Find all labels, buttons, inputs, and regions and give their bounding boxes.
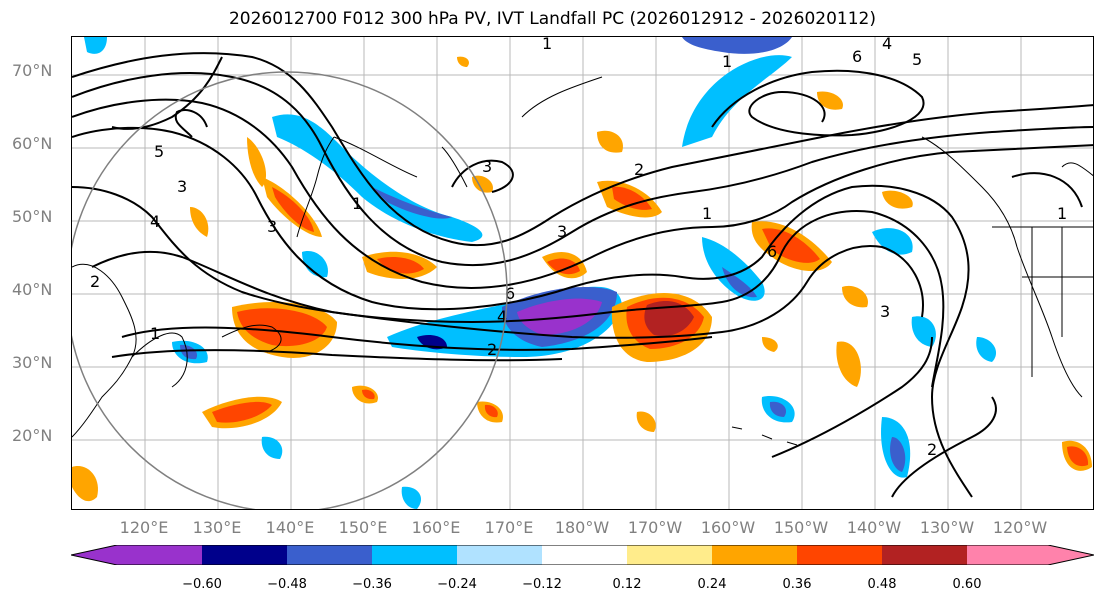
contour-label: 3 xyxy=(880,302,890,321)
contour-label: 1 xyxy=(542,37,552,53)
colorbar-tick: −0.24 xyxy=(437,577,477,592)
colorbar-tick: 0.60 xyxy=(952,577,982,592)
colorbar-segment xyxy=(457,545,542,565)
contour-label: 5 xyxy=(154,142,164,161)
lon-label-130w: 130°W xyxy=(919,518,975,537)
colorbar-tick: 0.12 xyxy=(612,577,642,592)
lon-label-150w: 150°W xyxy=(773,518,829,537)
colorbar-tick: 0.48 xyxy=(867,577,897,592)
colorbar-segment xyxy=(117,545,202,565)
colorbar-segment xyxy=(882,545,967,565)
lat-label-70n: 70°N xyxy=(12,61,53,80)
contour-label: 4 xyxy=(497,307,507,326)
lon-label-150e: 150°E xyxy=(338,518,388,537)
colorbar-tick: −0.36 xyxy=(352,577,392,592)
lat-label-60n: 60°N xyxy=(12,134,53,153)
colorbar-segment xyxy=(712,545,797,565)
contour-label: 1 xyxy=(722,52,732,71)
map-title: 2026012700 F012 300 hPa PV, IVT Landfall… xyxy=(228,9,876,29)
contour-label: 3 xyxy=(177,177,187,196)
contour-label: 6 xyxy=(505,284,515,303)
colorbar-segment xyxy=(627,545,712,565)
lon-label-120e: 120°E xyxy=(119,518,169,537)
colorbar-high-extend xyxy=(1048,545,1094,565)
contour-label: 1 xyxy=(150,324,160,343)
contour-label: 1 xyxy=(1057,204,1067,223)
lat-label-40n: 40°N xyxy=(12,280,53,299)
contour-label: 6 xyxy=(767,242,777,261)
contour-label: 1 xyxy=(352,194,362,213)
contour-label: 5 xyxy=(912,50,922,69)
contour-label: 2 xyxy=(927,440,937,459)
map-panel: 1 3 5 4 2 1 3 1 3 3 6 4 2 2 1 6 3 1 6 5 … xyxy=(71,36,1094,510)
lon-label-140e: 140°E xyxy=(265,518,315,537)
pv-contours xyxy=(72,52,1093,498)
positive-anomaly-shading xyxy=(72,56,1092,502)
colorbar-low-extend xyxy=(71,545,117,565)
radius-circle xyxy=(72,71,508,509)
coastlines xyxy=(72,76,1093,446)
contour-label: 2 xyxy=(487,340,497,359)
contour-label: 3 xyxy=(482,157,492,176)
lon-label-160e: 160°E xyxy=(411,518,461,537)
colorbar-tick: 0.24 xyxy=(697,577,727,592)
lat-label-20n: 20°N xyxy=(12,426,53,445)
map-canvas: 1 3 5 4 2 1 3 1 3 3 6 4 2 2 1 6 3 1 6 5 … xyxy=(72,37,1093,509)
colorbar-segment xyxy=(797,545,882,565)
colorbar-tick: −0.60 xyxy=(182,577,222,592)
lat-label-50n: 50°N xyxy=(12,207,53,226)
colorbar-segment xyxy=(202,545,287,565)
colorbar-tick: −0.48 xyxy=(267,577,307,592)
colorbar-segment xyxy=(542,545,627,565)
lon-label-160w: 160°W xyxy=(700,518,756,537)
contour-label: 1 xyxy=(702,204,712,223)
negative-anomaly-shading xyxy=(84,37,997,509)
contour-label: 3 xyxy=(557,222,567,241)
colorbar-tick: −0.12 xyxy=(522,577,562,592)
colorbar-segment xyxy=(372,545,457,565)
contour-label: 6 xyxy=(852,47,862,66)
lon-label-120w: 120°W xyxy=(992,518,1048,537)
contour-label: 3 xyxy=(267,217,277,236)
contour-label: 2 xyxy=(90,272,100,291)
colorbar xyxy=(71,545,1094,565)
contour-label: 2 xyxy=(634,160,644,179)
lon-label-170w: 170°W xyxy=(627,518,683,537)
colorbar-tick: 0.36 xyxy=(782,577,812,592)
colorbar-segment xyxy=(967,545,1048,565)
lat-label-30n: 30°N xyxy=(12,353,53,372)
contour-label: 4 xyxy=(882,37,892,53)
lon-label-180w: 180°W xyxy=(554,518,610,537)
lon-label-140w: 140°W xyxy=(846,518,902,537)
lon-label-130e: 130°E xyxy=(192,518,242,537)
contour-label: 4 xyxy=(150,212,160,231)
colorbar-segment xyxy=(287,545,372,565)
lon-label-170e: 170°E xyxy=(484,518,534,537)
contour-labels: 1 3 5 4 2 1 3 1 3 3 6 4 2 2 1 6 3 1 6 5 … xyxy=(90,37,1067,459)
